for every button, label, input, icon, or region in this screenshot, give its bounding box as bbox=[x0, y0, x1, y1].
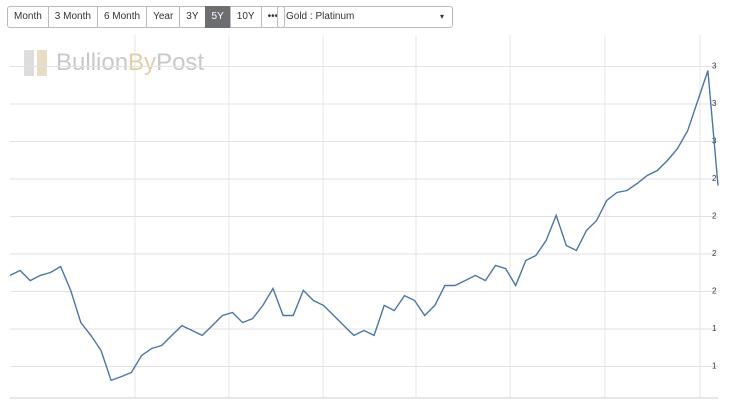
ratio-line bbox=[9, 70, 719, 382]
logo-part: Bullion bbox=[56, 49, 128, 76]
y-tick-label: 1 bbox=[712, 362, 717, 371]
logo-part: By bbox=[128, 49, 156, 76]
watermark: BullionByPost bbox=[24, 49, 204, 76]
logo-text: BullionByPost bbox=[56, 49, 204, 76]
range-button[interactable]: 10Y bbox=[229, 6, 262, 28]
y-tick-label: 3 bbox=[712, 99, 717, 108]
y-tick-label: 1 bbox=[712, 324, 717, 333]
ratio-select[interactable]: Gold : Platinum ▾ bbox=[277, 6, 453, 28]
logo-bar bbox=[24, 50, 34, 76]
select-label: Gold : Platinum bbox=[286, 11, 355, 22]
y-tick-label: 2 bbox=[712, 174, 717, 183]
more-button[interactable]: ••• bbox=[260, 6, 286, 28]
y-tick-label: 2 bbox=[712, 287, 717, 296]
caret: ▾ bbox=[439, 12, 444, 21]
logo-bar bbox=[37, 50, 47, 76]
y-tick-label: 2 bbox=[712, 249, 717, 258]
logo-part: Post bbox=[156, 49, 204, 76]
toolbar: Month 3 Month 6 Month Year 3Y 5Y 10Y ••• bbox=[7, 6, 286, 28]
y-tick-label: 3 bbox=[712, 62, 717, 71]
y-tick-label: 2 bbox=[712, 212, 717, 221]
range-button[interactable]: Year bbox=[146, 6, 181, 28]
